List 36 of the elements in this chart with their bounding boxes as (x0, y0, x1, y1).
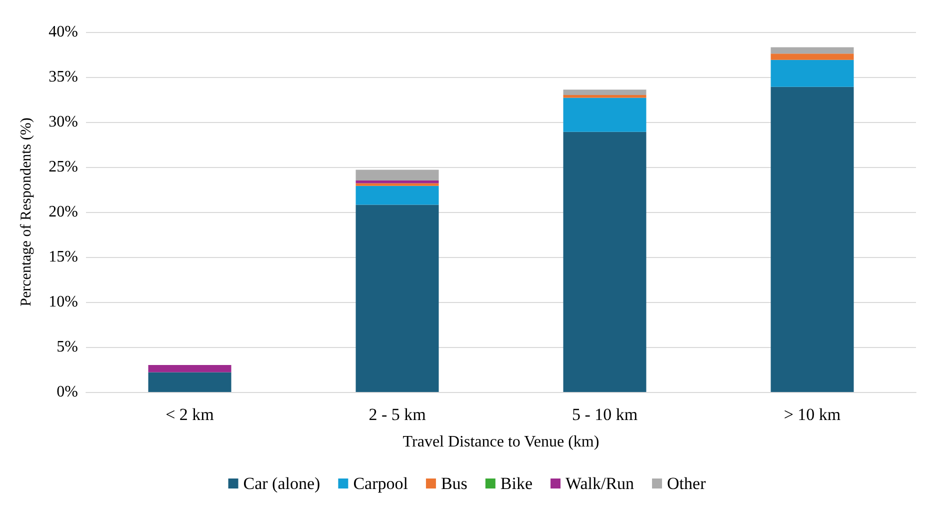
x-tick-label: 2 - 5 km (368, 405, 426, 424)
bar (356, 170, 439, 180)
bar (356, 204, 439, 392)
bar (770, 47, 854, 54)
y-tick-label: 35% (48, 68, 78, 86)
legend-label: Bus (440, 474, 468, 493)
x-tick-label: > 10 km (784, 405, 841, 424)
y-tick-label: 20% (48, 204, 78, 220)
legend-label: Bike (500, 474, 533, 493)
bar (563, 95, 646, 98)
bar (563, 98, 646, 132)
legend-label: Other (667, 474, 706, 493)
bar (148, 365, 232, 372)
y-axis-title: Percentage of Respondents (%) (18, 118, 34, 306)
y-tick-label: 30% (48, 114, 78, 130)
bar (770, 60, 854, 87)
y-tick-label: 25% (48, 158, 78, 176)
legend-label: Carpool (353, 474, 408, 493)
x-axis-title: Travel Distance to Venue (km) (402, 434, 600, 450)
x-tick-label: < 2 km (166, 405, 214, 424)
y-tick-label: 10% (48, 294, 78, 310)
bar (356, 180, 439, 184)
bar (770, 54, 854, 60)
legend-label: Walk/Run (566, 474, 635, 493)
y-tick-label: 40% (48, 24, 78, 40)
bar (148, 372, 232, 392)
y-tick-label: 0% (56, 384, 78, 400)
bar (356, 183, 439, 186)
bar (563, 132, 646, 392)
legend-label: Car (alone) (243, 474, 320, 493)
y-tick-label: 5% (56, 338, 78, 356)
bar (563, 90, 646, 95)
y-tick-label: 15% (48, 248, 78, 266)
bar (356, 186, 439, 205)
x-tick-label: 5 - 10 km (572, 405, 638, 424)
bar (770, 86, 854, 392)
